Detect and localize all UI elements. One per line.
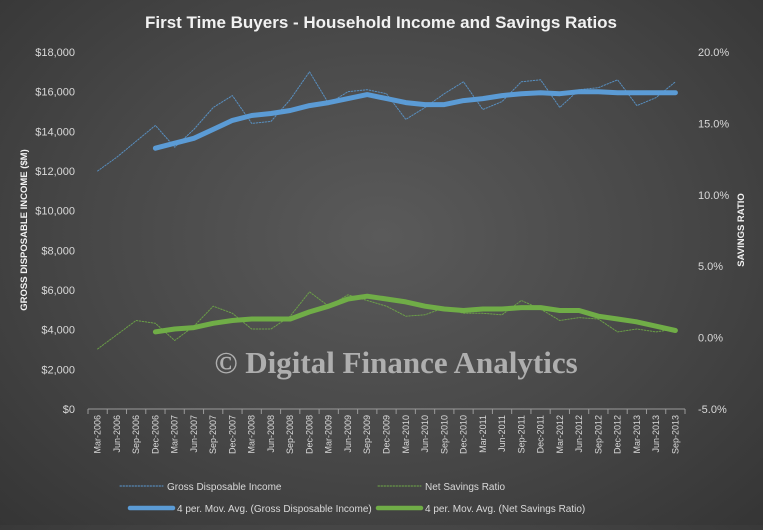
- x-tick-label: Dec-2011: [536, 415, 546, 453]
- y2-tick-label: 5.0%: [698, 261, 723, 273]
- y-axis-label: GROSS DISPOSABLE INCOME ($M): [19, 149, 30, 311]
- legend: Gross Disposable Income Net Savings Ratio…: [119, 482, 585, 515]
- x-axis: Mar-2006 Jun-2006 Sep-2006 Dec-2006 Mar-2007…: [87, 409, 686, 454]
- y2-tick-label: 15.0%: [698, 118, 729, 130]
- x-tick-label: Mar-2009: [324, 415, 334, 454]
- y2-tick-label: 20.0%: [698, 47, 729, 59]
- y-axis-right: -5.0% 0.0% 5.0% 10.0% 15.0% 20.0%: [698, 47, 729, 416]
- y-tick-label: $4,000: [41, 325, 75, 337]
- x-tick-label: Mar-2013: [632, 415, 642, 454]
- y2-tick-label: -5.0%: [698, 404, 727, 416]
- y-axis-left: $0 $2,000 $4,000 $6,000 $8,000 $10,000 $12,000…: [35, 47, 75, 416]
- x-tick-label: Dec-2012: [613, 415, 623, 454]
- y-tick-label: $12,000: [35, 166, 75, 178]
- x-tick-label: Sep-2013: [670, 415, 680, 454]
- x-tick-label: Jun-2006: [112, 415, 122, 453]
- x-tick-label: Mar-2007: [170, 415, 180, 454]
- x-tick-label: Dec-2008: [304, 415, 314, 454]
- y-tick-label: $14,000: [35, 126, 75, 138]
- x-tick-label: Jun-2009: [343, 415, 353, 453]
- x-tick-label: Dec-2006: [150, 415, 160, 454]
- x-tick-label: Mar-2008: [247, 415, 257, 454]
- x-tick-label: Sep-2010: [439, 415, 449, 454]
- x-tick-label: Mar-2011: [478, 415, 488, 453]
- y2-axis-label: SAVINGS RATIO: [736, 193, 747, 267]
- x-tick-label: Sep-2006: [131, 415, 141, 454]
- y2-tick-label: 0.0%: [698, 333, 723, 345]
- series-line-1: [97, 71, 676, 172]
- x-tick-label: Jun-2013: [651, 415, 661, 453]
- legend-label-2: Net Savings Ratio: [425, 482, 505, 493]
- x-tick-label: Dec-2010: [459, 415, 469, 454]
- y-tick-label: $18,000: [35, 47, 75, 59]
- y-tick-label: $8,000: [41, 245, 75, 257]
- legend-label-4: 4 per. Mov. Avg. (Net Savings Ratio): [425, 504, 585, 515]
- y-tick-label: $6,000: [41, 285, 75, 297]
- watermark: © Digital Finance Analytics: [214, 345, 577, 380]
- x-tick-label: Jun-2010: [420, 415, 430, 453]
- x-tick-label: Mar-2012: [555, 415, 565, 454]
- x-tick-label: Sep-2011: [516, 415, 526, 453]
- x-tick-label: Jun-2012: [574, 415, 584, 453]
- x-tick-label: Sep-2007: [208, 415, 218, 454]
- x-tick-label: Jun-2007: [189, 415, 199, 453]
- plot-area: [97, 71, 678, 350]
- chart-title: First Time Buyers - Household Income and…: [145, 13, 617, 32]
- legend-label-1: Gross Disposable Income: [167, 482, 282, 493]
- x-tick-label: Sep-2009: [362, 415, 372, 454]
- series-line-4: [152, 293, 678, 335]
- x-tick-label: Sep-2008: [285, 415, 295, 454]
- y-tick-label: $2,000: [41, 364, 75, 376]
- x-tick-label: Jun-2008: [266, 415, 276, 453]
- x-tick-label: Mar-2010: [401, 415, 411, 454]
- legend-label-3: 4 per. Mov. Avg. (Gross Disposable Incom…: [177, 504, 372, 515]
- y-tick-label: $0: [63, 404, 75, 416]
- y-tick-label: $16,000: [35, 87, 75, 99]
- x-tick-label: Sep-2012: [593, 415, 603, 454]
- series-line-3: [152, 89, 678, 151]
- x-tick-label: Dec-2007: [227, 415, 237, 454]
- x-tick-label: Mar-2006: [93, 415, 103, 454]
- y2-tick-label: 10.0%: [698, 190, 729, 202]
- x-tick-label: Jun-2011: [497, 415, 507, 452]
- x-tick-label: Dec-2009: [382, 415, 392, 454]
- y-tick-label: $10,000: [35, 206, 75, 218]
